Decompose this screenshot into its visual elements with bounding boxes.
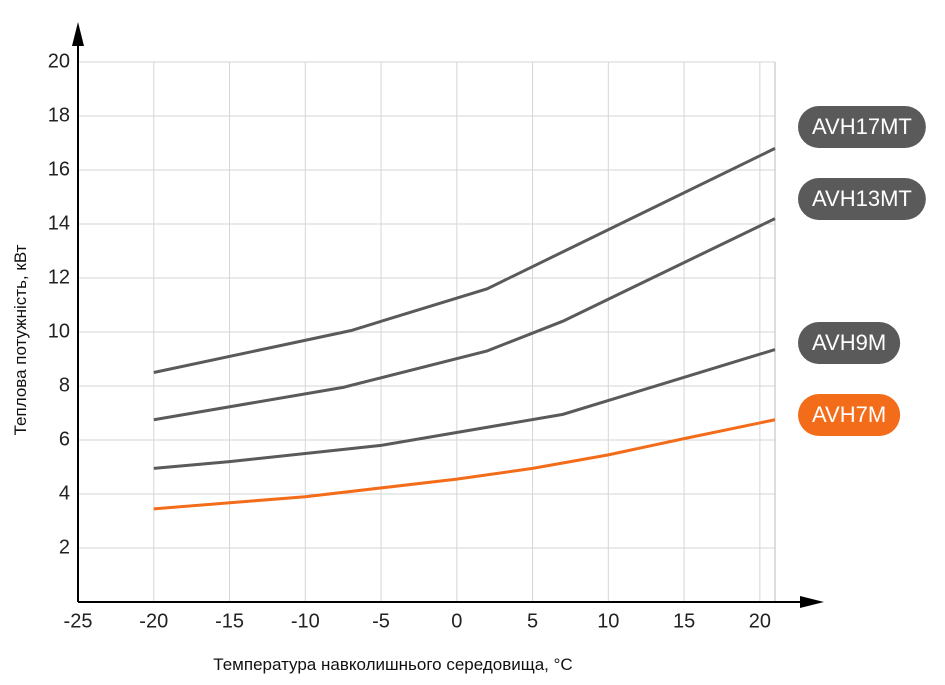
y-tick-label: 14 bbox=[48, 212, 70, 234]
x-tick-label: -5 bbox=[372, 610, 390, 632]
x-tick-label: 20 bbox=[749, 610, 771, 632]
y-tick-label: 8 bbox=[59, 374, 70, 396]
x-tick-label: 5 bbox=[527, 610, 538, 632]
x-tick-label: 15 bbox=[673, 610, 695, 632]
x-tick-label: -10 bbox=[291, 610, 320, 632]
legend-pill bbox=[798, 178, 926, 220]
x-tick-label: -15 bbox=[215, 610, 244, 632]
y-tick-label: 4 bbox=[59, 482, 70, 504]
y-tick-label: 6 bbox=[59, 428, 70, 450]
legend-pill bbox=[798, 394, 901, 436]
y-tick-label: 2 bbox=[59, 536, 70, 558]
y-tick-label: 10 bbox=[48, 320, 70, 342]
series-line bbox=[153, 348, 776, 470]
y-tick-label: 12 bbox=[48, 266, 70, 288]
legend-label: AVH7M bbox=[812, 402, 886, 427]
legend-item: AVH17MT bbox=[798, 106, 926, 148]
legend-pill bbox=[798, 322, 901, 364]
x-tick-label: 10 bbox=[597, 610, 619, 632]
legend-item: AVH13MT bbox=[798, 178, 926, 220]
y-tick-label: 16 bbox=[48, 158, 70, 180]
x-tick-label: 0 bbox=[451, 610, 462, 632]
legend-item: AVH7M bbox=[798, 394, 901, 436]
series-line bbox=[153, 147, 776, 374]
x-tick-label: -20 bbox=[139, 610, 168, 632]
y-axis-title: Теплова потужність, кВт bbox=[11, 244, 30, 435]
y-tick-label: 20 bbox=[48, 50, 70, 72]
series-line bbox=[153, 418, 776, 511]
x-tick-label: -25 bbox=[64, 610, 93, 632]
legend-item: AVH9M bbox=[798, 322, 901, 364]
legend-label: AVH17MT bbox=[812, 114, 912, 139]
legend-label: AVH9M bbox=[812, 330, 886, 355]
y-axis-arrow bbox=[72, 22, 84, 46]
legend-label: AVH13MT bbox=[812, 186, 912, 211]
x-axis-arrow bbox=[800, 596, 824, 608]
y-tick-label: 18 bbox=[48, 104, 70, 126]
x-axis-title: Температура навколишнього середовища, °C bbox=[213, 655, 572, 674]
legend-pill bbox=[798, 106, 926, 148]
series-line bbox=[153, 217, 776, 422]
